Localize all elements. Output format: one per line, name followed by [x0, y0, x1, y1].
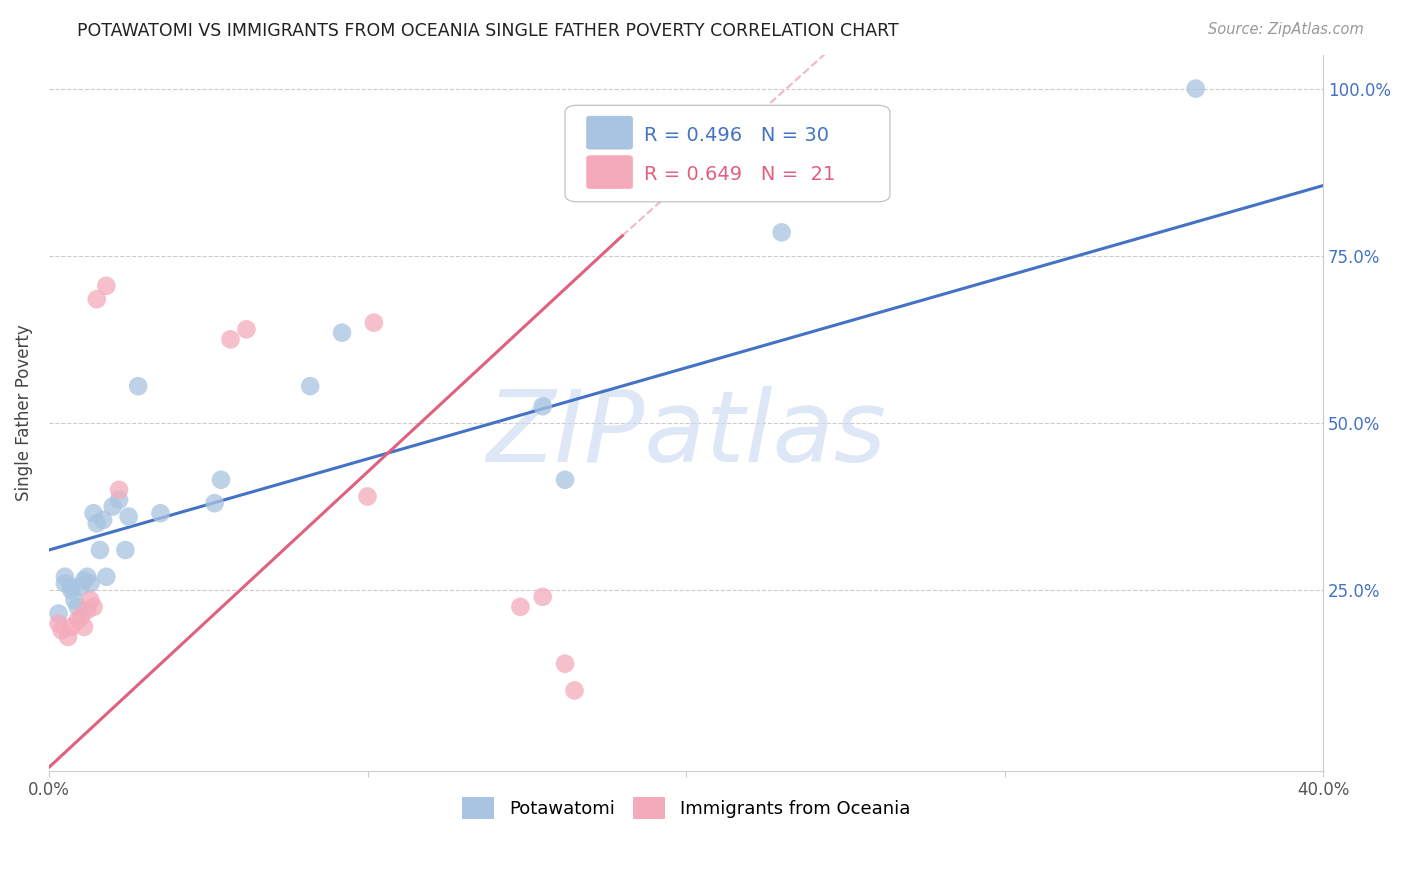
Point — [83, 506, 105, 520]
Point — [69, 610, 91, 624]
Text: R = 0.649   N =  21: R = 0.649 N = 21 — [644, 165, 835, 185]
Point — [363, 316, 385, 330]
Point — [73, 573, 96, 587]
FancyBboxPatch shape — [565, 105, 890, 202]
Point — [79, 593, 101, 607]
Text: ZIPatlas: ZIPatlas — [486, 386, 886, 483]
Point — [204, 496, 226, 510]
Text: POTAWATOMI VS IMMIGRANTS FROM OCEANIA SINGLE FATHER POVERTY CORRELATION CHART: POTAWATOMI VS IMMIGRANTS FROM OCEANIA SI… — [77, 22, 898, 40]
Point — [117, 509, 139, 524]
Point — [531, 399, 554, 413]
Point — [531, 590, 554, 604]
Point — [76, 570, 98, 584]
Text: R = 0.496   N = 30: R = 0.496 N = 30 — [644, 126, 830, 145]
Point — [96, 570, 118, 584]
Point — [127, 379, 149, 393]
Point — [330, 326, 353, 340]
Point — [108, 483, 131, 497]
Point — [56, 630, 79, 644]
Point — [60, 620, 83, 634]
Point — [76, 603, 98, 617]
Point — [509, 599, 531, 614]
Point — [63, 593, 86, 607]
Point — [554, 657, 576, 671]
Point — [48, 607, 70, 621]
Point — [554, 473, 576, 487]
Point — [564, 683, 586, 698]
FancyBboxPatch shape — [586, 156, 633, 188]
Legend: Potawatomi, Immigrants from Oceania: Potawatomi, Immigrants from Oceania — [454, 789, 917, 826]
Point — [299, 379, 322, 393]
Point — [209, 473, 232, 487]
Point — [356, 490, 378, 504]
Point — [60, 583, 83, 598]
Point — [53, 570, 76, 584]
Point — [1184, 81, 1206, 95]
Point — [235, 322, 257, 336]
Point — [48, 616, 70, 631]
Point — [89, 543, 111, 558]
Point — [219, 332, 242, 346]
Point — [66, 613, 89, 627]
Point — [79, 576, 101, 591]
Y-axis label: Single Father Poverty: Single Father Poverty — [15, 325, 32, 501]
Point — [60, 580, 83, 594]
Point — [73, 620, 96, 634]
Point — [149, 506, 172, 520]
Point — [108, 492, 131, 507]
Point — [86, 292, 108, 306]
Point — [53, 576, 76, 591]
Point — [86, 516, 108, 531]
Point — [770, 225, 793, 239]
Point — [69, 580, 91, 594]
Text: Source: ZipAtlas.com: Source: ZipAtlas.com — [1208, 22, 1364, 37]
Point — [91, 513, 114, 527]
Point — [66, 599, 89, 614]
Point — [96, 278, 118, 293]
Point — [83, 599, 105, 614]
Point — [101, 500, 124, 514]
FancyBboxPatch shape — [586, 116, 633, 149]
Point — [114, 543, 136, 558]
Point — [51, 624, 73, 638]
